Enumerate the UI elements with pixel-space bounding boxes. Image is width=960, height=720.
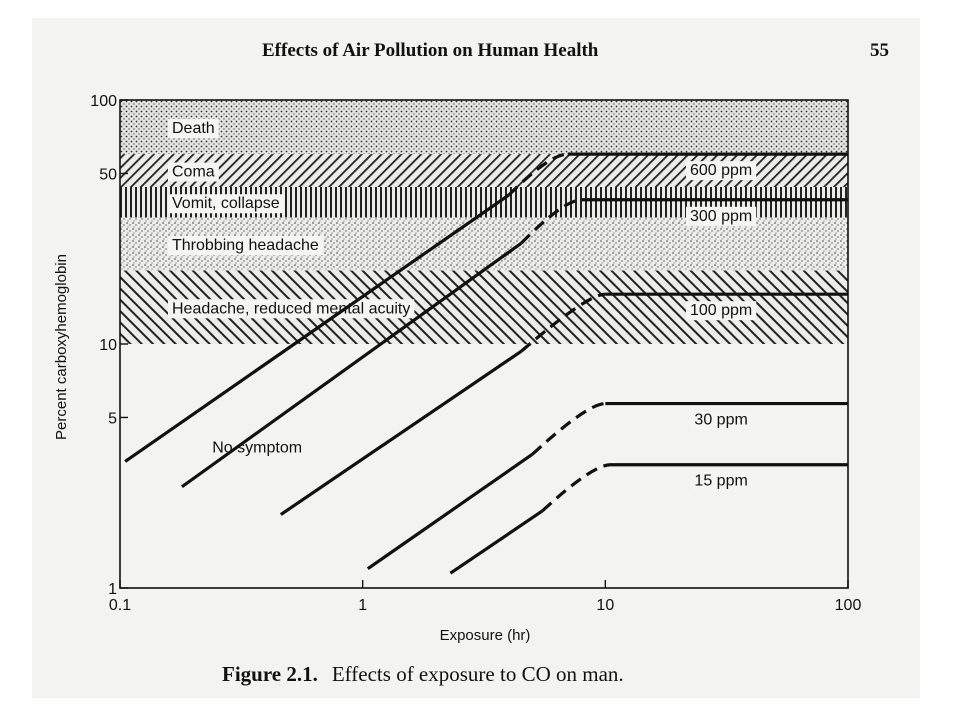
y-axis-title: Percent carboxyhemoglobin	[53, 254, 70, 440]
no-symptom-label: No symptom	[212, 439, 302, 456]
series-label-4: 15 ppm	[694, 473, 747, 490]
series-1-transition	[520, 198, 582, 245]
x-axis-title: Exposure (hr)	[440, 627, 531, 644]
series-4-rise	[449, 509, 544, 575]
y-tick-label-4: 100	[90, 93, 117, 110]
figure-caption: Figure 2.1. Effects of exposure to CO on …	[222, 662, 624, 687]
caption-label: Figure 2.1.	[222, 662, 318, 686]
series-2-transition	[520, 292, 606, 353]
band-label-bg-1	[168, 162, 219, 182]
band-0	[120, 100, 848, 155]
series-3-transition	[531, 401, 606, 456]
band-label-2: Vomit, collapse	[172, 195, 280, 212]
caption-text: Effects of exposure to CO on man.	[331, 662, 624, 686]
series-lines: 600 ppm 300 ppm 100 ppm 30 ppm 15 ppm	[124, 152, 848, 575]
band-label-0: Death	[172, 120, 215, 137]
series-label-bg-4	[690, 471, 752, 491]
band-label-bg-0	[168, 119, 219, 139]
band-label-4: Headache, reduced mental acuity	[172, 300, 410, 317]
series-label-bg-2	[685, 301, 757, 321]
series-label-0: 600 ppm	[690, 162, 752, 179]
series-label-1: 300 ppm	[690, 208, 752, 225]
y-tick-label-1: 5	[108, 410, 117, 427]
band-label-1: Coma	[172, 164, 215, 181]
y-tick-label-2: 10	[99, 337, 117, 354]
band-label-bg-3	[168, 236, 323, 256]
series-2-rise	[279, 350, 523, 516]
series-label-bg-1	[685, 206, 757, 226]
series-label-bg-0	[685, 161, 757, 181]
x-tick-label-2: 10	[596, 597, 614, 614]
series-1-rise	[181, 241, 523, 489]
series-label-2: 100 ppm	[690, 302, 752, 319]
series-0-rise	[124, 193, 510, 463]
band-label-bg-2	[168, 194, 284, 214]
x-tick-label-0: 0.1	[109, 597, 131, 614]
x-tick-label-1: 1	[358, 597, 367, 614]
series-4-transition	[541, 463, 611, 513]
y-tick-label-0: 1	[108, 581, 117, 598]
band-label-3: Throbbing headache	[172, 237, 319, 254]
y-tick-label-3: 50	[99, 166, 117, 183]
series-3-rise	[366, 453, 534, 570]
series-0-transition	[507, 152, 568, 197]
running-title: Effects of Air Pollution on Human Health	[262, 40, 599, 61]
x-tick-label-3: 100	[835, 597, 862, 614]
series-label-bg-3	[690, 410, 752, 430]
page-number: 55	[870, 40, 889, 61]
series-label-3: 30 ppm	[694, 412, 747, 429]
